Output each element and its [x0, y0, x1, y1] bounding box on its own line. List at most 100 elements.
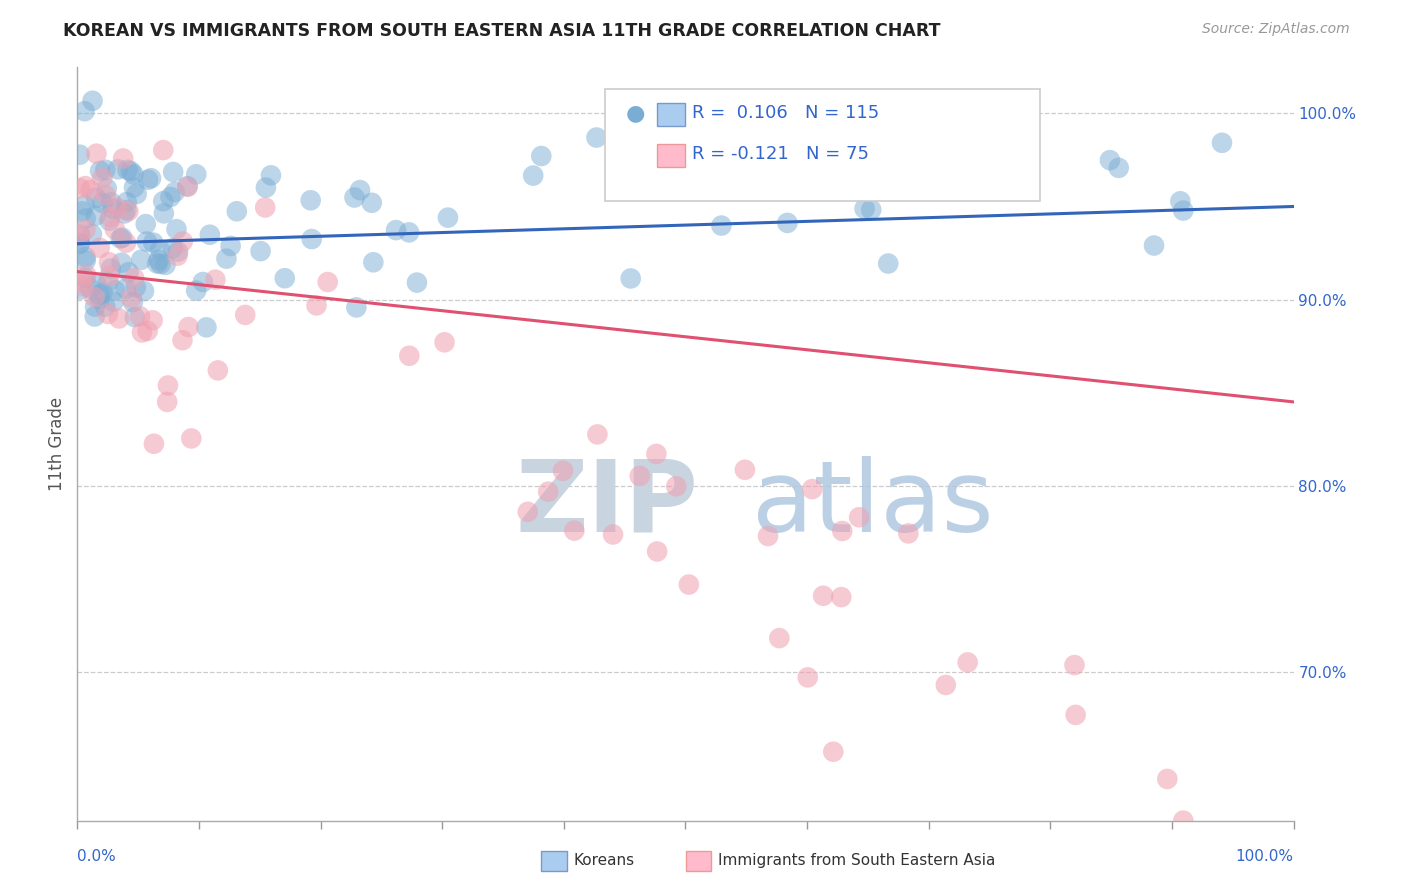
Point — [406, 276, 429, 290]
Point — [516, 505, 538, 519]
Point — [98, 213, 121, 227]
Point — [785, 145, 807, 159]
Text: R =  0.106   N = 115: R = 0.106 N = 115 — [692, 104, 879, 122]
Point — [398, 349, 420, 363]
Point — [98, 210, 121, 224]
Point — [180, 432, 202, 446]
Point — [142, 313, 165, 327]
Point — [79, 183, 101, 197]
Point — [776, 216, 799, 230]
Point — [602, 527, 624, 541]
Point — [108, 311, 131, 326]
Point — [75, 253, 97, 268]
Point — [1156, 772, 1178, 786]
Point — [562, 524, 585, 538]
Point — [219, 239, 242, 253]
Text: Immigrants from South Eastern Asia: Immigrants from South Eastern Asia — [718, 854, 995, 868]
Point — [131, 326, 153, 340]
Point — [103, 294, 125, 309]
Point — [831, 524, 853, 538]
Point — [204, 273, 226, 287]
Point — [89, 241, 111, 255]
Point — [1064, 707, 1087, 722]
Point — [254, 201, 277, 215]
Text: Source: ZipAtlas.com: Source: ZipAtlas.com — [1202, 22, 1350, 37]
Point — [110, 231, 132, 245]
Point — [122, 271, 145, 285]
Point — [363, 255, 385, 269]
Point — [89, 292, 111, 306]
Point — [225, 204, 247, 219]
Point — [91, 171, 114, 186]
Point — [1173, 814, 1195, 828]
Point — [343, 190, 366, 204]
Point — [100, 195, 122, 210]
Point — [260, 169, 283, 183]
Point — [110, 256, 132, 270]
Text: ●: ● — [626, 103, 645, 123]
Point — [94, 300, 117, 314]
Point — [162, 241, 184, 255]
Point — [142, 436, 165, 450]
Point — [186, 284, 208, 298]
Point — [69, 236, 91, 251]
Text: KOREAN VS IMMIGRANTS FROM SOUTH EASTERN ASIA 11TH GRADE CORRELATION CHART: KOREAN VS IMMIGRANTS FROM SOUTH EASTERN … — [63, 22, 941, 40]
Point — [75, 211, 97, 226]
Point — [120, 291, 142, 305]
Point — [360, 195, 382, 210]
Point — [73, 198, 96, 212]
Point — [104, 222, 127, 236]
Point — [125, 280, 148, 294]
Point — [115, 195, 138, 210]
Point — [848, 510, 870, 524]
Point — [1211, 136, 1233, 150]
Point — [80, 227, 103, 242]
Point — [254, 180, 277, 194]
Point — [89, 288, 111, 302]
Point — [89, 164, 111, 178]
Point — [956, 656, 979, 670]
Point — [69, 283, 91, 297]
Point — [69, 229, 91, 244]
Point — [172, 235, 194, 249]
Point — [149, 243, 172, 257]
Point — [198, 227, 221, 242]
Point — [124, 310, 146, 325]
Point — [79, 281, 101, 295]
Point — [117, 265, 139, 279]
Point — [75, 179, 97, 194]
Text: R = -0.121   N = 75: R = -0.121 N = 75 — [692, 145, 869, 163]
Point — [135, 235, 157, 249]
Point — [166, 222, 188, 236]
Point — [176, 179, 198, 194]
Point — [1143, 238, 1166, 252]
Point — [132, 284, 155, 298]
Point — [167, 244, 190, 259]
Point — [115, 202, 138, 217]
Point — [94, 162, 117, 177]
Point — [1170, 194, 1192, 209]
Point — [522, 169, 544, 183]
Point — [162, 165, 184, 179]
Point — [83, 290, 105, 304]
Point — [699, 168, 721, 182]
Point — [551, 464, 574, 478]
Point — [135, 217, 157, 231]
Point — [98, 255, 121, 269]
Point — [215, 252, 238, 266]
Point — [823, 745, 845, 759]
Point — [97, 275, 120, 289]
Point — [801, 482, 824, 496]
Point — [70, 274, 93, 288]
Point — [195, 320, 218, 334]
Point — [1108, 161, 1130, 175]
Point — [96, 181, 118, 195]
Point — [84, 191, 107, 205]
Point — [274, 271, 297, 285]
Point — [84, 300, 107, 314]
Point — [122, 180, 145, 194]
Point — [897, 526, 920, 541]
Point — [768, 631, 790, 645]
Point — [117, 162, 139, 177]
Point — [159, 190, 181, 204]
